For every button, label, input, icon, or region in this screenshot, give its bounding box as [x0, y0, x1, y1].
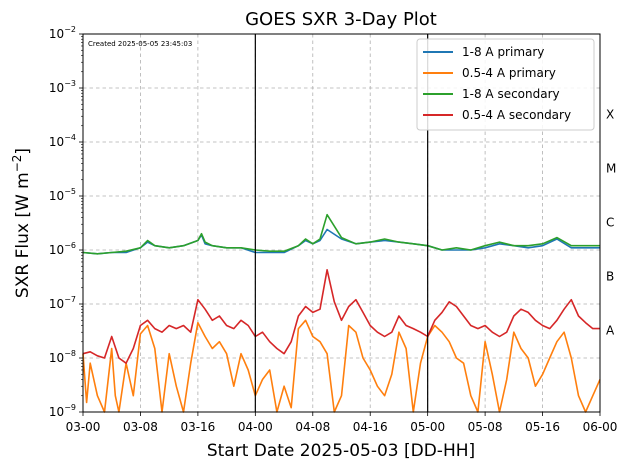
- legend-entry-label: 1-8 A primary: [462, 45, 544, 59]
- x-tick-label: 03-00: [66, 420, 101, 434]
- legend-entry-label: 0.5-4 A primary: [462, 66, 556, 80]
- y-axis-label-main: SXR Flux [W m: [13, 172, 33, 298]
- y-axis-label-exponent: −2: [10, 155, 24, 173]
- x-tick-label: 05-16: [525, 420, 560, 434]
- flare-class-label: B: [606, 270, 614, 284]
- flare-class-label: M: [606, 162, 616, 176]
- chart-legend: 1-8 A primary 0.5-4 A primary 1-8 A second…: [416, 38, 595, 131]
- x-tick-label: 05-08: [468, 420, 503, 434]
- x-tick-label: 03-08: [123, 420, 158, 434]
- legend-entry-label: 1-8 A secondary: [462, 87, 560, 101]
- flare-class-labels: X M C B A: [606, 108, 616, 338]
- x-tick-label: 04-08: [295, 420, 330, 434]
- y-axis-label-close: ]: [13, 148, 33, 155]
- y-tick-label: 10−4: [49, 133, 76, 149]
- flare-class-label: X: [606, 108, 614, 122]
- legend-entry-label: 0.5-4 A secondary: [462, 108, 571, 122]
- y-axis-ticks: 10−9 10−8 10−7 10−6 10−5 10−4 10−3 10−2: [49, 25, 83, 419]
- y-tick-label: 10−2: [49, 25, 76, 41]
- y-tick-label: 10−7: [49, 295, 76, 311]
- x-tick-label: 06-00: [583, 420, 618, 434]
- x-axis-label: Start Date 2025-05-03 [DD-HH]: [207, 441, 475, 461]
- legend-box: [416, 38, 595, 131]
- series-line-4: [82, 268, 600, 365]
- y-tick-label: 10−3: [49, 79, 76, 95]
- x-tick-label: 04-16: [353, 420, 388, 434]
- created-timestamp: Created 2025-05-05 23:45:03: [88, 40, 192, 48]
- y-tick-label: 10−9: [49, 403, 76, 419]
- chart-title: GOES SXR 3-Day Plot: [245, 9, 437, 30]
- flare-class-label: C: [606, 216, 614, 230]
- x-tick-label: 04-00: [238, 420, 273, 434]
- x-tick-label: 03-16: [180, 420, 215, 434]
- flare-class-label: A: [606, 324, 615, 338]
- y-axis-label: SXR Flux [W m−2]: [10, 148, 33, 298]
- plot-frame: [82, 33, 601, 413]
- y-tick-label: 10−8: [49, 349, 76, 365]
- y-tick-label: 10−5: [49, 187, 76, 203]
- y-tick-label: 10−6: [49, 241, 76, 257]
- series-line-3: [82, 213, 600, 255]
- x-axis-ticks: 03-00 03-08 03-16 04-00 04-08 04-16 05-00 05-08…: [66, 412, 618, 434]
- x-tick-label: 05-00: [410, 420, 445, 434]
